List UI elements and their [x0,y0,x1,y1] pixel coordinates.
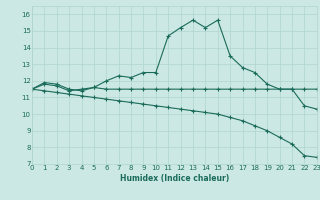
X-axis label: Humidex (Indice chaleur): Humidex (Indice chaleur) [120,174,229,183]
